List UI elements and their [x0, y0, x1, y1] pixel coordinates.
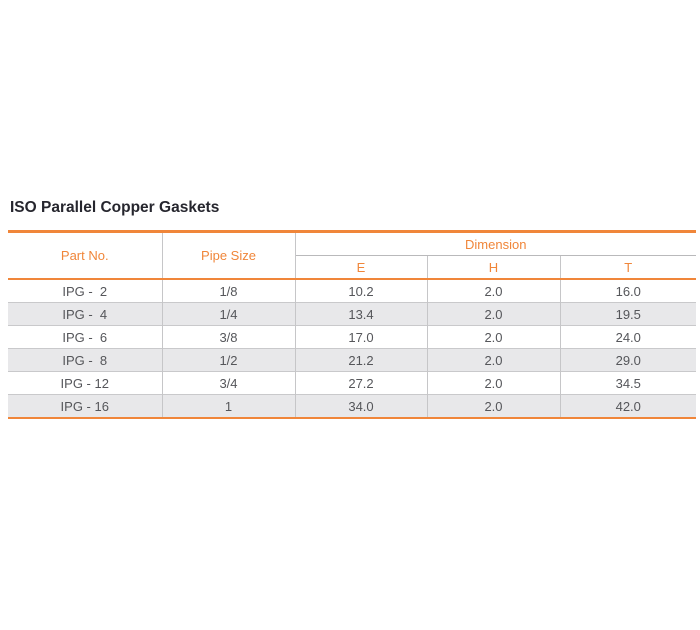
cell-pipe-size: 1	[161, 394, 296, 419]
table-row: IPG - 8 1/2 21.2 2.0 29.0	[8, 348, 696, 372]
cell-dim-e: 27.2	[294, 371, 428, 395]
table-row: IPG - 2 1/8 10.2 2.0 16.0	[8, 278, 696, 303]
header-dimension: Dimension	[294, 230, 696, 256]
cell-pipe-size: 3/4	[161, 371, 296, 395]
gasket-dimensions-table: Part No. Pipe Size Dimension E H T IPG -…	[8, 230, 696, 419]
cell-part-no: IPG - 12	[8, 371, 163, 395]
header-dim-t: T	[559, 255, 696, 280]
cell-pipe-size: 3/8	[161, 325, 296, 349]
table-body: IPG - 2 1/8 10.2 2.0 16.0 IPG - 4 1/4 13…	[8, 278, 696, 419]
cell-dim-h: 2.0	[426, 325, 561, 349]
cell-dim-e: 13.4	[294, 302, 428, 326]
cell-dim-e: 21.2	[294, 348, 428, 372]
cell-dim-t: 42.0	[559, 394, 696, 419]
cell-dim-h: 2.0	[426, 278, 561, 303]
header-dim-h: H	[426, 255, 561, 280]
cell-pipe-size: 1/4	[161, 302, 296, 326]
cell-part-no: IPG - 4	[8, 302, 163, 326]
cell-dim-t: 19.5	[559, 302, 696, 326]
table-row: IPG - 12 3/4 27.2 2.0 34.5	[8, 371, 696, 395]
header-pipe-size: Pipe Size	[161, 230, 296, 280]
cell-part-no: IPG - 8	[8, 348, 163, 372]
header-part-no: Part No.	[8, 230, 163, 280]
cell-dim-e: 17.0	[294, 325, 428, 349]
page-title: ISO Parallel Copper Gaskets	[10, 199, 220, 216]
cell-dim-t: 34.5	[559, 371, 696, 395]
cell-dim-t: 16.0	[559, 278, 696, 303]
cell-dim-t: 24.0	[559, 325, 696, 349]
table-row: IPG - 16 1 34.0 2.0 42.0	[8, 394, 696, 419]
cell-pipe-size: 1/8	[161, 278, 296, 303]
cell-part-no: IPG - 2	[8, 278, 163, 303]
header-row-top: Part No. Pipe Size Dimension	[8, 230, 696, 280]
cell-dim-h: 2.0	[426, 348, 561, 372]
header-row-sub: E H T	[8, 255, 696, 280]
table-row: IPG - 6 3/8 17.0 2.0 24.0	[8, 325, 696, 349]
table-row: IPG - 4 1/4 13.4 2.0 19.5	[8, 302, 696, 326]
cell-dim-t: 29.0	[559, 348, 696, 372]
cell-dim-h: 2.0	[426, 302, 561, 326]
cell-dim-e: 34.0	[294, 394, 428, 419]
header-dim-e: E	[294, 255, 428, 280]
cell-dim-h: 2.0	[426, 394, 561, 419]
cell-part-no: IPG - 16	[8, 394, 163, 419]
cell-part-no: IPG - 6	[8, 325, 163, 349]
cell-pipe-size: 1/2	[161, 348, 296, 372]
cell-dim-e: 10.2	[294, 278, 428, 303]
table-header: Part No. Pipe Size Dimension E H T	[8, 230, 696, 280]
cell-dim-h: 2.0	[426, 371, 561, 395]
